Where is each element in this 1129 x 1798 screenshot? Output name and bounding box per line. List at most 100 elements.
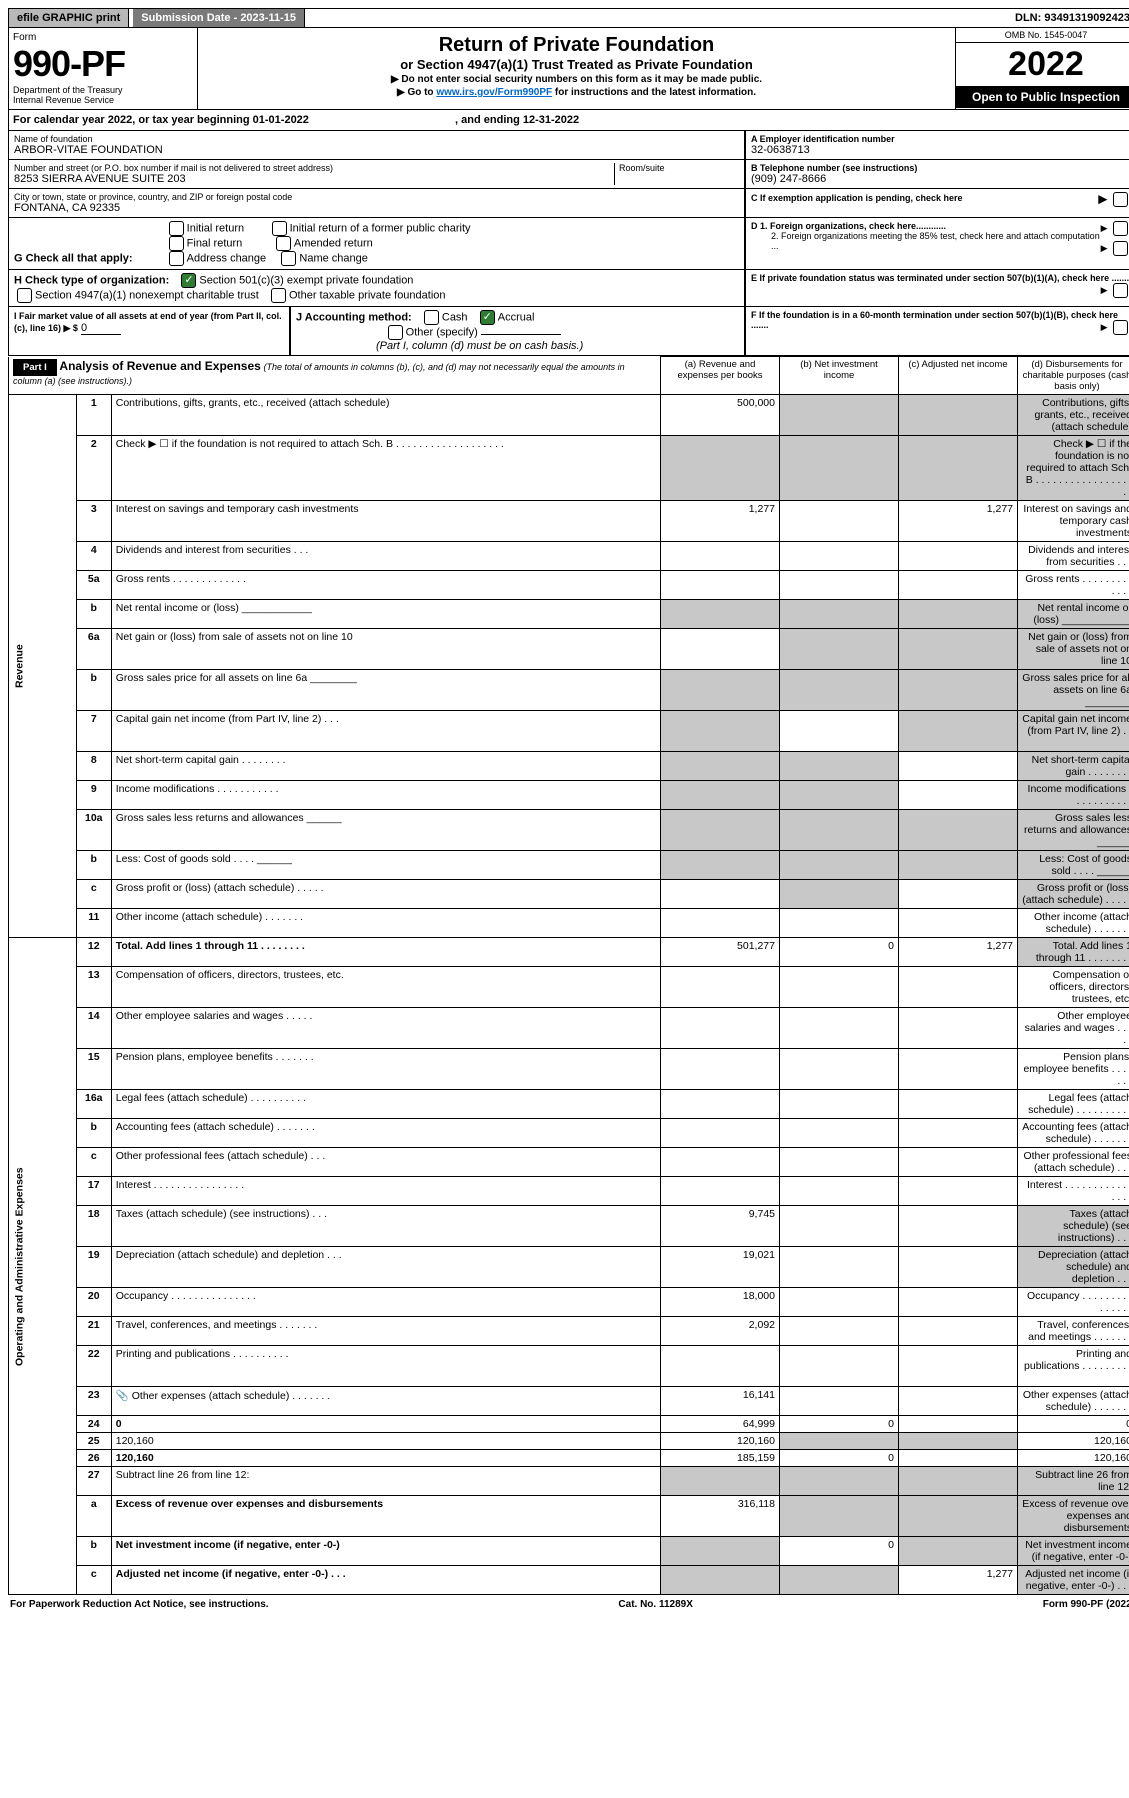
form-subtitle: or Section 4947(a)(1) Trust Treated as P… bbox=[204, 57, 949, 72]
city-value: FONTANA, CA 92335 bbox=[14, 202, 739, 214]
row-desc: Total. Add lines 1 through 11 . . . . . … bbox=[111, 938, 660, 967]
cell-c: 1,277 bbox=[899, 938, 1018, 967]
row-desc: Accounting fees (attach schedule) . . . … bbox=[111, 1119, 660, 1148]
goto-suffix: for instructions and the latest informat… bbox=[552, 87, 756, 98]
form-number: 990-PF bbox=[13, 43, 193, 85]
cell-b bbox=[780, 571, 899, 600]
row-num: 12 bbox=[76, 938, 111, 967]
opt-final: Final return bbox=[187, 237, 243, 249]
cell-d: Interest . . . . . . . . . . . . . . . . bbox=[1018, 1177, 1129, 1206]
chk-initial-former[interactable] bbox=[272, 221, 287, 236]
efile-print-btn[interactable]: efile GRAPHIC print bbox=[9, 9, 129, 27]
col-b-header: (b) Net investment income bbox=[780, 357, 899, 395]
foundation-name: ARBOR-VITAE FOUNDATION bbox=[14, 144, 739, 156]
cell-b bbox=[780, 436, 899, 501]
attach-icon[interactable]: 📎 bbox=[116, 1390, 132, 1402]
ein-box: A Employer identification number 32-0638… bbox=[745, 131, 1129, 160]
row-num: 14 bbox=[76, 1008, 111, 1049]
cell-b bbox=[780, 909, 899, 938]
chk-501c3[interactable] bbox=[181, 273, 196, 288]
chk-d1[interactable] bbox=[1113, 221, 1128, 236]
cell-c bbox=[899, 1467, 1018, 1496]
chk-accrual[interactable] bbox=[480, 310, 495, 325]
inspection-badge: Open to Public Inspection bbox=[956, 86, 1129, 108]
cell-a bbox=[661, 967, 780, 1008]
row-num: 26 bbox=[76, 1450, 111, 1467]
form-year: 2022 bbox=[956, 43, 1129, 86]
row-num: b bbox=[76, 851, 111, 880]
cell-b bbox=[780, 851, 899, 880]
irs-link[interactable]: www.irs.gov/Form990PF bbox=[436, 87, 552, 98]
cell-b bbox=[780, 1090, 899, 1119]
box-h: H Check type of organization: Section 50… bbox=[8, 270, 745, 307]
cell-a: 64,999 bbox=[661, 1416, 780, 1433]
cell-a: 18,000 bbox=[661, 1288, 780, 1317]
row-desc: Compensation of officers, directors, tru… bbox=[111, 967, 660, 1008]
row-desc: Less: Cost of goods sold . . . . ______ bbox=[111, 851, 660, 880]
row-desc: Interest . . . . . . . . . . . . . . . . bbox=[111, 1177, 660, 1206]
cal-end: , and ending 12-31-2022 bbox=[455, 114, 579, 126]
row-desc: 120,160 bbox=[111, 1450, 660, 1467]
cell-c bbox=[899, 711, 1018, 752]
cell-b bbox=[780, 967, 899, 1008]
row-num: 27 bbox=[76, 1467, 111, 1496]
row-desc: Legal fees (attach schedule) . . . . . .… bbox=[111, 1090, 660, 1119]
cell-a: 2,092 bbox=[661, 1317, 780, 1346]
chk-addr-change[interactable] bbox=[169, 251, 184, 266]
table-row: 14Other employee salaries and wages . . … bbox=[9, 1008, 1129, 1049]
chk-cash[interactable] bbox=[424, 310, 439, 325]
chk-other-method[interactable] bbox=[388, 325, 403, 340]
cell-d: 0 bbox=[1018, 1416, 1129, 1433]
chk-name-change[interactable] bbox=[281, 251, 296, 266]
cell-a bbox=[661, 1467, 780, 1496]
omb-number: OMB No. 1545-0047 bbox=[956, 28, 1129, 43]
cell-b: 0 bbox=[780, 938, 899, 967]
cell-a: 1,277 bbox=[661, 501, 780, 542]
cell-d: Income modifications . . . . . . . . . .… bbox=[1018, 781, 1129, 810]
part1-title: Analysis of Revenue and Expenses bbox=[59, 359, 260, 373]
telephone: (909) 247-8666 bbox=[751, 173, 1129, 185]
table-row: cAdjusted net income (if negative, enter… bbox=[9, 1566, 1129, 1595]
ssn-note: ▶ Do not enter social security numbers o… bbox=[204, 74, 949, 85]
table-row: Revenue1Contributions, gifts, grants, et… bbox=[9, 395, 1129, 436]
opt-addr: Address change bbox=[187, 252, 267, 264]
chk-amended[interactable] bbox=[276, 236, 291, 251]
cell-d: Excess of revenue over expenses and disb… bbox=[1018, 1496, 1129, 1537]
page-footer: For Paperwork Reduction Act Notice, see … bbox=[8, 1595, 1129, 1614]
cell-c bbox=[899, 436, 1018, 501]
cell-d: Taxes (attach schedule) (see instruction… bbox=[1018, 1206, 1129, 1247]
part1-label: Part I bbox=[13, 359, 57, 376]
opt-cash: Cash bbox=[442, 311, 468, 323]
cell-c bbox=[899, 1206, 1018, 1247]
opt-name: Name change bbox=[299, 252, 368, 264]
row-desc: Net gain or (loss) from sale of assets n… bbox=[111, 629, 660, 670]
row-desc: 120,160 bbox=[111, 1433, 660, 1450]
row-desc: Net investment income (if negative, ente… bbox=[111, 1537, 660, 1566]
chk-4947[interactable] bbox=[17, 288, 32, 303]
chk-final[interactable] bbox=[169, 236, 184, 251]
row-num: 25 bbox=[76, 1433, 111, 1450]
box-d: D 1. Foreign organizations, check here..… bbox=[745, 218, 1129, 270]
chk-e[interactable] bbox=[1113, 283, 1128, 298]
cell-d: Check ▶ ☐ if the foundation is not requi… bbox=[1018, 436, 1129, 501]
cell-b bbox=[780, 1317, 899, 1346]
chk-c[interactable] bbox=[1113, 192, 1128, 207]
chk-d2[interactable] bbox=[1113, 241, 1128, 256]
table-row: 2Check ▶ ☐ if the foundation is not requ… bbox=[9, 436, 1129, 501]
col-d-header: (d) Disbursements for charitable purpose… bbox=[1018, 357, 1129, 395]
cell-b bbox=[780, 1433, 899, 1450]
chk-other-tax[interactable] bbox=[271, 288, 286, 303]
cell-b bbox=[780, 752, 899, 781]
cell-c bbox=[899, 670, 1018, 711]
cell-c bbox=[899, 1416, 1018, 1433]
cell-c bbox=[899, 1090, 1018, 1119]
table-row: 11Other income (attach schedule) . . . .… bbox=[9, 909, 1129, 938]
row-num: b bbox=[76, 1537, 111, 1566]
row-desc: Printing and publications . . . . . . . … bbox=[111, 1346, 660, 1387]
chk-initial[interactable] bbox=[169, 221, 184, 236]
row-num: 11 bbox=[76, 909, 111, 938]
chk-f[interactable] bbox=[1113, 320, 1128, 335]
cell-b: 0 bbox=[780, 1537, 899, 1566]
cell-b bbox=[780, 1496, 899, 1537]
cell-d: Legal fees (attach schedule) . . . . . .… bbox=[1018, 1090, 1129, 1119]
